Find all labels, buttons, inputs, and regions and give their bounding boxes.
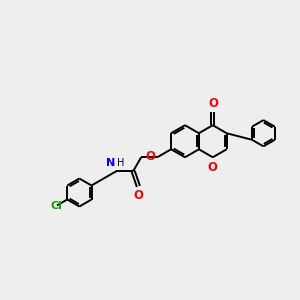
Text: O: O xyxy=(208,97,218,110)
Text: O: O xyxy=(134,189,144,202)
Text: Cl: Cl xyxy=(51,201,63,211)
Text: H: H xyxy=(117,158,124,168)
Text: O: O xyxy=(208,161,218,174)
Text: O: O xyxy=(145,151,155,164)
Text: N: N xyxy=(106,158,115,168)
